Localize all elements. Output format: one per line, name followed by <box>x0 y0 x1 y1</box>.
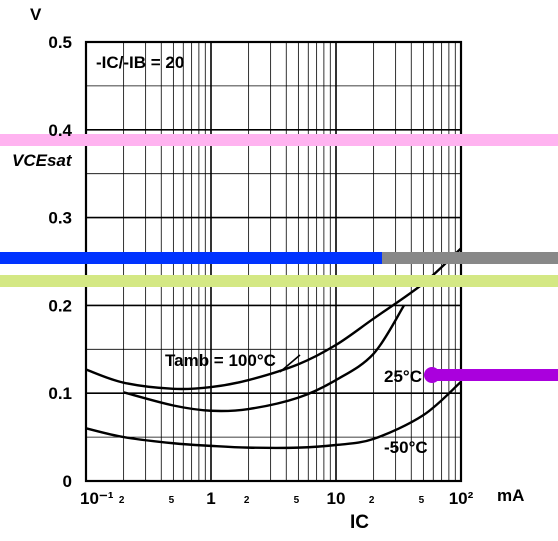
x-minor-tick-label: 2 <box>369 495 375 506</box>
y-tick-label: 0.3 <box>48 209 72 228</box>
gray-band <box>382 252 558 264</box>
purple-marker-dot <box>424 367 440 383</box>
x-minor-tick-label: 5 <box>419 495 425 506</box>
y-tick-label: 0.5 <box>48 33 72 52</box>
y-tick-label: 0.2 <box>48 296 72 315</box>
series-label-minus50c: -50°C <box>384 438 428 457</box>
y-axis-label: VCEsat <box>12 151 73 170</box>
x-minor-tick-label: 5 <box>169 495 175 506</box>
blue-band <box>0 252 382 264</box>
y-tick-label: 0 <box>63 472 72 491</box>
purple-marker-bar <box>432 369 558 381</box>
y-tick-label: 0.1 <box>48 384 72 403</box>
x-minor-tick-label: 2 <box>244 495 250 506</box>
series-line <box>85 380 462 450</box>
x-tick-label: 10 <box>327 489 346 508</box>
pink-band <box>0 134 558 146</box>
series-label-100c: Tamb = 100°C <box>165 351 276 370</box>
series-line <box>85 247 462 391</box>
y-tick-label: 0.4 <box>48 121 72 140</box>
x-tick-label: 10⁻¹ <box>80 489 114 508</box>
x-tick-label: 10² <box>449 489 474 508</box>
x-minor-tick-label: 2 <box>119 495 125 506</box>
condition-label: -IC/-IB = 20 <box>96 53 184 72</box>
leader-line <box>279 354 301 373</box>
series-label-25c: 25°C <box>384 367 422 386</box>
x-axis-label: IC <box>350 512 369 533</box>
chart-overlays <box>0 134 558 383</box>
y-unit-label: V <box>30 5 42 24</box>
x-tick-label: 1 <box>206 489 215 508</box>
yellow-band <box>0 275 558 287</box>
x-unit-label: mA <box>497 486 524 505</box>
chart-curves: Tamb = 100°C 25°C -50°C <box>85 247 462 457</box>
x-minor-tick-label: 5 <box>294 495 300 506</box>
series-line <box>123 304 406 413</box>
chart-labels: V VCEsat IC mA -IC/-IB = 20 0 0.1 0.2 0.3 0.… <box>12 5 524 533</box>
